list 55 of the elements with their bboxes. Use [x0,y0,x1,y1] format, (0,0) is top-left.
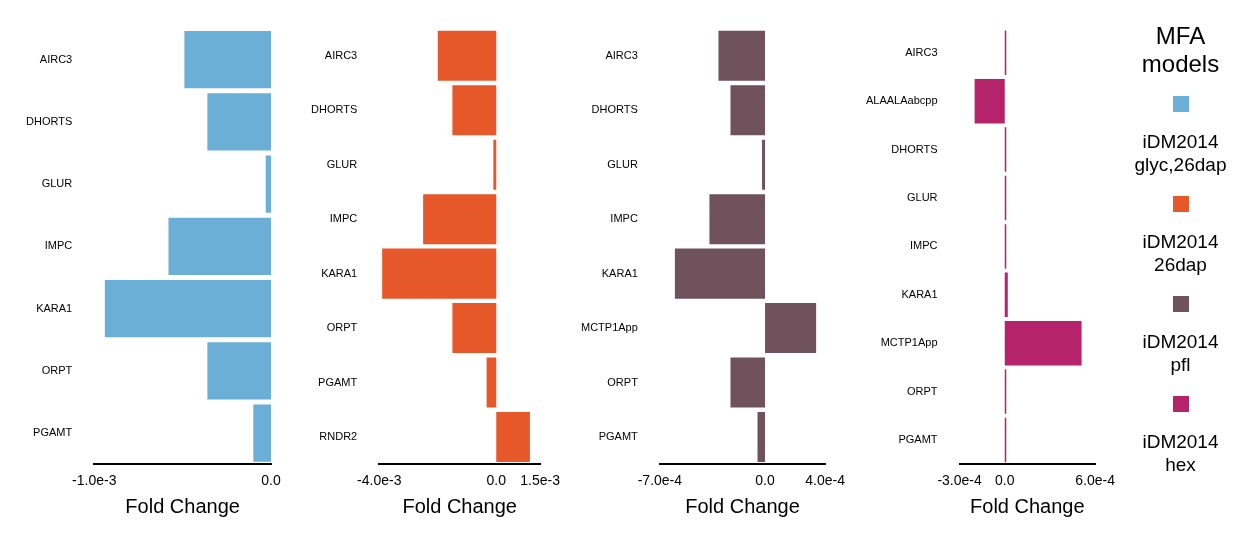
x-tick-label: 0.0 [755,472,775,489]
x-axis-title: Fold Change [125,494,240,517]
y-tick-label: DHORTS [26,114,73,127]
y-tick-label: IMPC [329,212,358,225]
x-tick-label: -4.0e-3 [357,472,402,489]
legend-label: iDM2014 glyc,26dap [1133,130,1228,176]
legend-label: iDM2014 hex [1141,430,1220,476]
x-tick-label: 0.0 [486,472,507,489]
legend-label: iDM2014 pfl [1141,330,1220,376]
y-tick-label: GLUR [607,157,638,170]
y-tick-label: ORPT [41,363,73,376]
y-tick-label: PGAMT [318,375,358,388]
y-tick-label: PGAMT [598,430,639,443]
bar [1004,272,1008,318]
y-tick-label: ORPT [326,321,358,334]
y-tick-label: ORPT [906,384,938,397]
x-tick-label: 0.0 [261,472,281,489]
y-tick-label: AIRC3 [324,48,358,61]
y-tick-label: MCTP1App [580,321,638,334]
x-tick-label: 0.0 [995,472,1015,489]
x-axis-title: Fold Change [970,494,1085,517]
y-tick-label: GLUR [41,177,73,190]
y-tick-label: DHORTS [311,103,358,116]
y-tick-label: IMPC [910,239,938,252]
x-tick-label: -3.0e-4 [937,472,982,489]
y-tick-label: AIRC3 [605,48,638,61]
x-axis-title: Fold Change [402,494,517,517]
legend-title: MFA models [1140,22,1221,78]
y-tick-label: AIRC3 [905,45,938,58]
y-tick-label: PGAMT [33,426,73,439]
x-tick-label: -7.0e-4 [637,472,683,489]
y-tick-label: KARA1 [36,301,73,314]
y-tick-label: RNDR2 [319,430,358,443]
legend-label: iDM2014 26dap [1141,230,1220,276]
y-tick-label: MCTP1App [880,336,938,349]
y-tick-label: DHORTS [891,142,938,155]
x-tick-label: 6.0e-4 [1075,472,1116,489]
y-tick-label: PGAMT [898,433,938,446]
y-tick-label: IMPC [44,239,73,252]
y-tick-label: KARA1 [901,287,938,300]
x-tick-label: -1.0e-3 [72,472,117,489]
y-tick-label: ORPT [607,375,639,388]
y-tick-label: GLUR [326,157,358,170]
bar [974,78,1005,124]
y-tick-label: DHORTS [591,103,638,116]
y-tick-label: ALAALAabcpp [865,94,938,107]
y-tick-label: AIRC3 [39,52,73,65]
y-tick-label: IMPC [610,212,638,225]
y-tick-label: KARA1 [321,266,358,279]
x-axis-title: Fold Change [685,494,800,517]
y-tick-label: KARA1 [601,266,638,279]
x-tick-label: 1.5e-3 [520,472,561,489]
bar [1004,320,1082,366]
x-tick-label: 4.0e-4 [805,472,846,489]
y-tick-label: GLUR [906,191,938,204]
